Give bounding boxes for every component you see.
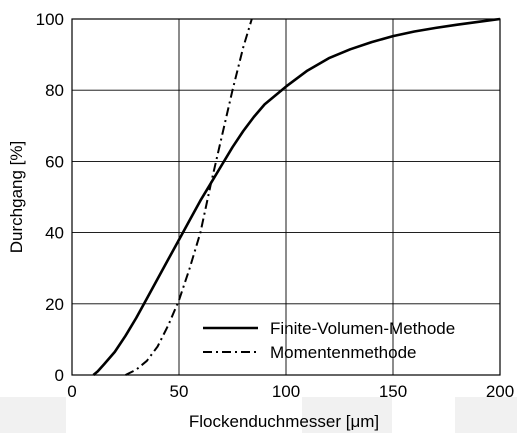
y-axis-title: Durchgang [%] [7, 141, 26, 253]
left-gray-band [0, 397, 66, 433]
x-tick-label: 0 [67, 382, 76, 401]
y-tick-label: 60 [45, 152, 64, 171]
y-tick-label: 20 [45, 295, 64, 314]
y-tick-label: 80 [45, 81, 64, 100]
legend-label-finite-volumen: Finite-Volumen-Methode [270, 319, 455, 338]
y-tick-label: 0 [55, 366, 64, 385]
y-tick-label: 100 [36, 10, 64, 29]
x-tick-label: 150 [379, 382, 407, 401]
plot-frame [71, 18, 501, 376]
x-tick-label: 200 [486, 382, 514, 401]
legend-label-momentenmethode: Momentenmethode [270, 343, 416, 362]
series-line-finite-volumen-methode [92, 17, 501, 376]
x-tick-label: 50 [170, 382, 189, 401]
legend: Finite-Volumen-Methode Momentenmethode [203, 319, 455, 362]
x-axis-title: Flockenduchmesser [μm] [189, 412, 379, 431]
series-line-momentenmethode [125, 18, 253, 376]
middle-gray-band [302, 397, 392, 433]
tick-labels: 0 50 100 150 200 0 20 40 60 80 100 [36, 10, 515, 401]
series-lines [92, 17, 501, 376]
right-gray-band [455, 397, 517, 433]
y-tick-label: 40 [45, 224, 64, 243]
x-tick-label: 100 [272, 382, 300, 401]
